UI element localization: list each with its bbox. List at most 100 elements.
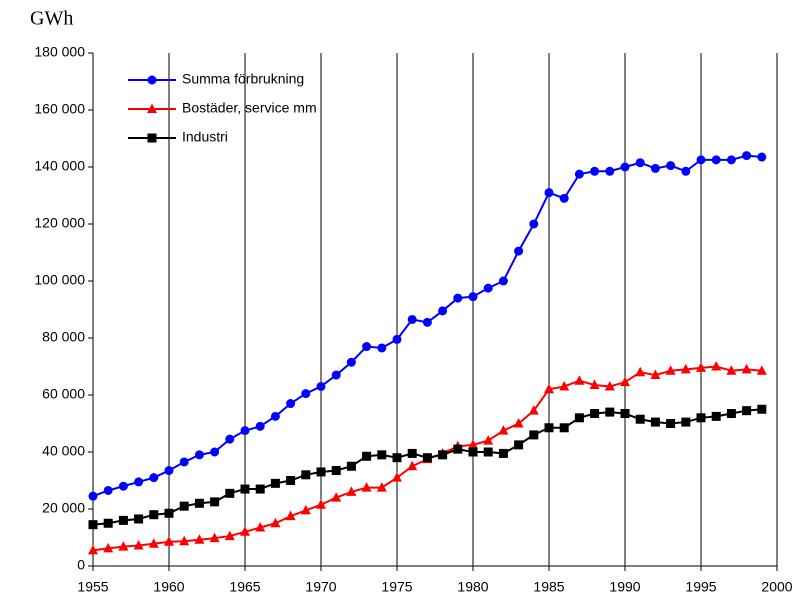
point — [742, 151, 752, 161]
point — [635, 366, 646, 377]
point — [362, 342, 372, 352]
point — [726, 155, 736, 165]
point — [544, 188, 554, 198]
y-tick-label: 120 000 — [34, 215, 85, 231]
point — [711, 155, 721, 165]
point — [346, 357, 356, 367]
point — [696, 413, 706, 423]
point — [377, 450, 387, 460]
point — [620, 409, 630, 419]
y-tick-label: 20 000 — [42, 500, 85, 516]
point — [149, 510, 159, 520]
point — [316, 381, 326, 391]
y-tick-label: 0 — [77, 557, 85, 573]
point — [590, 166, 600, 176]
point — [711, 361, 722, 371]
x-tick-label: 1990 — [609, 579, 640, 595]
point — [88, 520, 98, 530]
point — [574, 375, 585, 385]
point — [179, 501, 189, 511]
point — [164, 536, 174, 546]
point — [513, 418, 524, 428]
point — [544, 423, 554, 433]
point — [483, 435, 494, 445]
point — [286, 399, 296, 409]
point — [529, 430, 539, 440]
point — [650, 163, 660, 173]
point — [88, 491, 98, 501]
point — [574, 413, 584, 423]
point — [285, 510, 296, 521]
legend-label: Bostäder, service mm — [182, 100, 317, 116]
point — [316, 499, 326, 509]
y-tick-label: 160 000 — [34, 101, 85, 117]
x-tick-label: 2000 — [761, 579, 792, 595]
point — [377, 343, 387, 353]
point — [240, 526, 250, 536]
series-line — [92, 408, 762, 526]
point — [179, 535, 190, 546]
legend-marker — [147, 133, 157, 143]
point — [453, 293, 463, 303]
point — [696, 155, 706, 165]
point — [270, 411, 280, 421]
point — [331, 466, 341, 476]
point — [316, 467, 326, 477]
point — [240, 484, 250, 494]
point — [620, 376, 630, 387]
point — [574, 169, 584, 179]
legend-marker — [147, 103, 157, 113]
point — [133, 539, 144, 550]
point — [666, 161, 676, 171]
point — [103, 542, 114, 553]
point — [346, 461, 356, 471]
point — [179, 457, 189, 467]
point — [544, 383, 554, 394]
point — [194, 450, 204, 460]
point — [438, 450, 448, 460]
y-axis-label: GWh — [30, 8, 73, 30]
point — [468, 292, 478, 302]
point — [559, 193, 569, 203]
point — [301, 389, 311, 399]
point — [118, 541, 129, 551]
point — [331, 370, 341, 380]
legend-label: Industri — [182, 129, 228, 145]
y-tick-label: 100 000 — [34, 272, 85, 288]
point — [300, 504, 311, 515]
x-tick-label: 1965 — [229, 579, 260, 595]
point — [376, 482, 387, 492]
point — [650, 369, 661, 380]
point — [270, 478, 280, 488]
point — [331, 492, 342, 502]
point — [194, 534, 205, 544]
point — [635, 414, 645, 424]
point — [134, 514, 144, 524]
point — [134, 477, 144, 487]
point — [225, 488, 235, 498]
point — [711, 411, 721, 421]
point — [392, 334, 402, 344]
point — [650, 417, 660, 427]
point — [498, 276, 508, 286]
point — [666, 419, 676, 428]
point — [514, 440, 524, 450]
point — [407, 314, 417, 324]
point — [605, 166, 615, 176]
point — [164, 466, 174, 476]
point — [528, 405, 539, 415]
x-tick-label: 1955 — [77, 579, 108, 595]
point — [529, 219, 539, 229]
point — [361, 482, 372, 492]
point — [620, 162, 630, 172]
point — [422, 453, 432, 463]
y-tick-label: 40 000 — [42, 443, 85, 459]
legend-label: Summa förbrukning — [182, 71, 304, 87]
point — [148, 538, 159, 548]
point — [680, 363, 691, 374]
point — [164, 508, 174, 518]
point — [635, 158, 645, 168]
point — [726, 409, 736, 419]
point — [498, 425, 509, 435]
